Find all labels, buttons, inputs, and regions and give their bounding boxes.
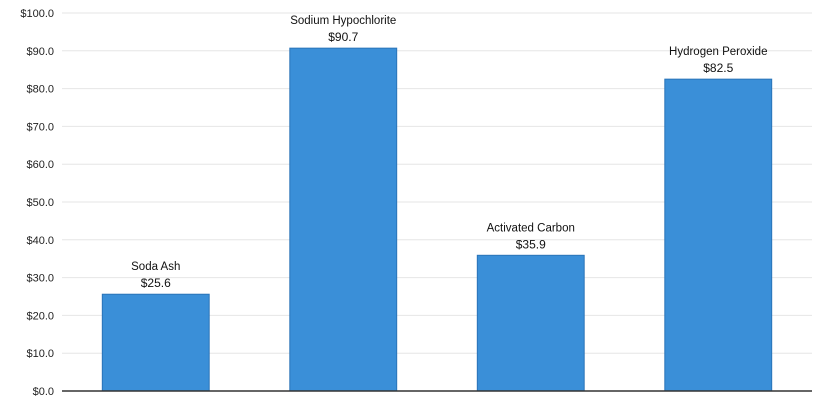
y-tick-label: $100.0 [20, 8, 54, 20]
y-tick-label: $20.0 [26, 310, 54, 322]
bar-category-label: Activated Carbon [487, 222, 575, 234]
bar-value-label: $35.9 [516, 237, 546, 251]
bar-category-label: Sodium Hypochlorite [290, 15, 396, 27]
y-tick-label: $90.0 [26, 46, 54, 58]
y-axis-ticks: $0.0 $10.0 $20.0 $30.0 $40.0 $50.0 $60.0 $70.0 $… [20, 8, 54, 398]
y-tick-label: $40.0 [26, 235, 54, 247]
bar-value-label: $90.7 [328, 30, 358, 44]
bar-category-label: Soda Ash [131, 261, 180, 273]
bar-hydrogen-peroxide [664, 78, 773, 392]
bar-category-label: Hydrogen Peroxide [669, 46, 767, 58]
y-tick-label: $60.0 [26, 159, 54, 171]
bar-soda-ash [101, 293, 210, 392]
y-tick-label: $30.0 [26, 273, 54, 285]
y-tick-label: $70.0 [26, 121, 54, 133]
y-tick-label: $50.0 [26, 197, 54, 209]
bars [101, 47, 773, 392]
y-tick-label: $0.0 [33, 386, 54, 398]
bar-sodium-hypochlorite [289, 47, 398, 392]
bar-value-label: $25.6 [141, 276, 171, 290]
bar-activated-carbon [476, 254, 585, 392]
bar-labels: Soda Ash $25.6 Sodium Hypochlorite $90.7 Act… [131, 15, 767, 290]
bar-value-label: $82.5 [703, 61, 733, 75]
y-tick-label: $10.0 [26, 348, 54, 360]
y-tick-label: $80.0 [26, 84, 54, 96]
